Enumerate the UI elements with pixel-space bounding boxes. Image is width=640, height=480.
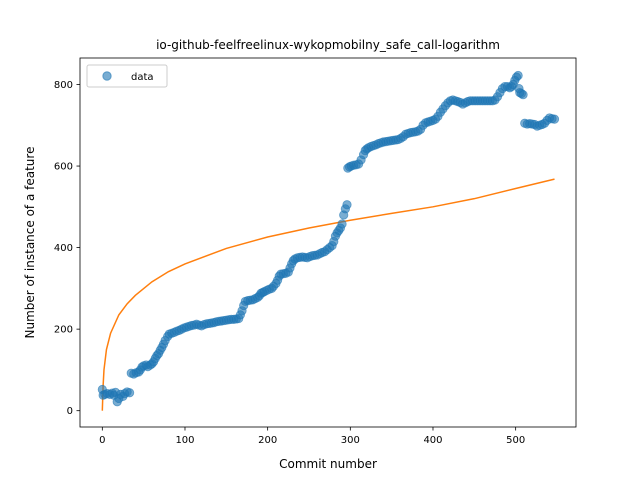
data-point: [337, 219, 347, 229]
axes: 0 100 200 300 400 500 0 200 400 600 800: [54, 57, 577, 446]
y-tick-label: 600: [54, 162, 73, 173]
y-tick-label: 800: [54, 80, 73, 91]
x-tick-label: 300: [341, 435, 360, 446]
data-point: [518, 90, 528, 100]
legend-marker-data: [102, 71, 112, 81]
x-axis-label: Commit number: [279, 457, 377, 471]
axes-frame: [79, 57, 577, 428]
data-points-layer: [97, 70, 560, 407]
legend-box: [86, 64, 168, 88]
chart-title: io-github-feelfreelinux-wykopmobilny_saf…: [156, 38, 500, 52]
fit-line: [101, 178, 555, 411]
data-point: [549, 114, 560, 124]
legend-label-data: data: [131, 72, 154, 83]
plot-background: [80, 58, 576, 427]
legend: data: [86, 64, 168, 88]
x-tick-label: 200: [258, 435, 277, 446]
data-point: [513, 70, 523, 81]
plot-area: [80, 58, 576, 427]
y-tick-label: 400: [54, 243, 73, 254]
data-point: [125, 388, 135, 398]
x-tick-label: 0: [99, 435, 105, 446]
x-tick-label: 100: [175, 435, 194, 446]
fit-line-layer: [101, 178, 555, 411]
x-tick-label: 400: [423, 435, 442, 446]
y-axis-label: Number of instance of a feature: [23, 147, 37, 339]
data-point: [342, 200, 352, 210]
x-tick-label: 500: [506, 435, 525, 446]
y-tick-label: 0: [67, 406, 73, 417]
y-tick-label: 200: [54, 325, 73, 336]
